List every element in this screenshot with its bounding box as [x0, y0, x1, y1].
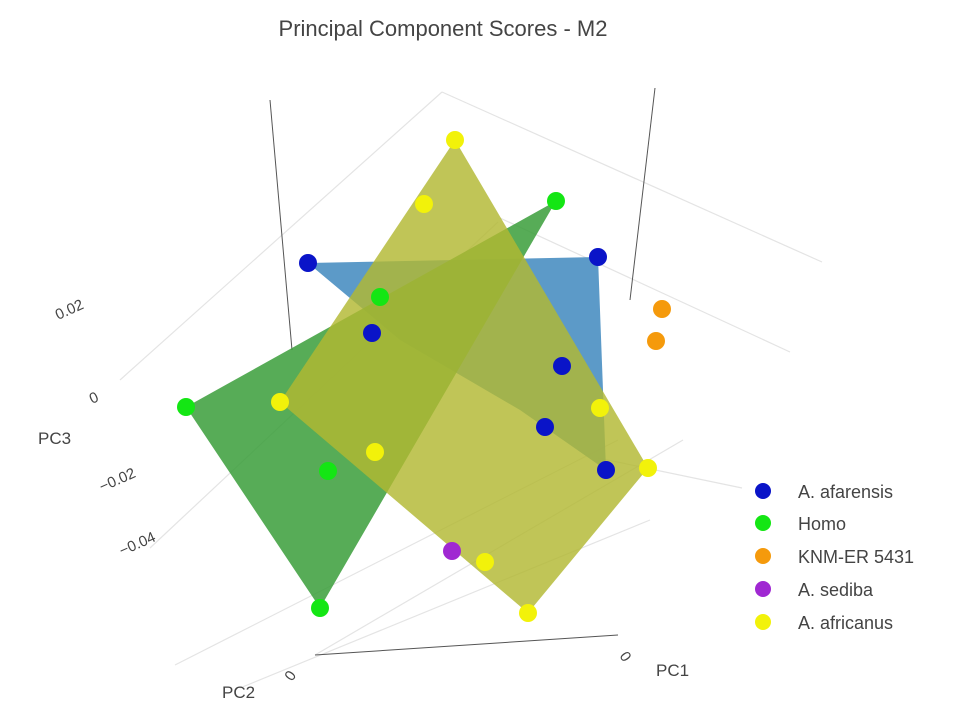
legend-label: A. afarensis	[798, 482, 893, 502]
legend-item-a-sediba[interactable]: A. sediba	[755, 580, 874, 600]
axis-line	[269, 99, 293, 351]
legend-item-homo[interactable]: Homo	[755, 514, 846, 534]
data-point-a-africanus[interactable]	[271, 393, 289, 411]
pc3-tick-label: 0.02	[53, 296, 87, 323]
legend-item-a-africanus[interactable]: A. africanus	[755, 613, 893, 633]
legend-label: A. sediba	[798, 580, 874, 600]
pc3-tick-label: −0.02	[97, 465, 139, 496]
legend-label: KNM-ER 5431	[798, 547, 914, 567]
legend-item-a-afarensis[interactable]: A. afarensis	[755, 482, 893, 502]
hull-surfaces	[186, 140, 648, 613]
pc3-axis-title: PC3	[38, 429, 71, 448]
gridline	[119, 91, 443, 381]
data-point-homo[interactable]	[319, 462, 337, 480]
data-point-a-africanus[interactable]	[476, 553, 494, 571]
data-point-a-afarensis[interactable]	[536, 418, 554, 436]
data-point-a-africanus[interactable]	[639, 459, 657, 477]
data-point-homo[interactable]	[311, 599, 329, 617]
legend-marker	[755, 548, 771, 564]
pc1-tick-label: 0	[616, 649, 635, 666]
data-point-a-africanus[interactable]	[519, 604, 537, 622]
data-point-a-afarensis[interactable]	[363, 324, 381, 342]
legend-item-knm-er-5431[interactable]: KNM-ER 5431	[755, 547, 914, 567]
scene-axis-lines	[269, 87, 656, 656]
chart-title: Principal Component Scores - M2	[279, 16, 608, 41]
data-point-a-afarensis[interactable]	[553, 357, 571, 375]
legend-marker	[755, 483, 771, 499]
gridline	[441, 91, 823, 263]
data-point-a-africanus[interactable]	[415, 195, 433, 213]
legend-label: A. africanus	[798, 613, 893, 633]
axis-line	[314, 634, 619, 656]
data-point-a-afarensis[interactable]	[589, 248, 607, 266]
data-point-a-africanus[interactable]	[591, 399, 609, 417]
data-points	[177, 131, 671, 622]
legend-marker	[755, 614, 771, 630]
data-point-homo[interactable]	[547, 192, 565, 210]
data-point-a-afarensis[interactable]	[299, 254, 317, 272]
pc3-tick-labels: 0.02 0 −0.02 −0.04	[53, 296, 159, 559]
data-point-homo[interactable]	[371, 288, 389, 306]
data-point-knm-er-5431[interactable]	[653, 300, 671, 318]
legend: A. afarensis Homo KNM-ER 5431 A. sediba …	[755, 482, 914, 633]
legend-marker	[755, 581, 771, 597]
data-point-a-sediba[interactable]	[443, 542, 461, 560]
pc1-axis-title: PC1	[656, 661, 689, 680]
pc2-tick-label: 0	[281, 668, 300, 685]
data-point-a-africanus[interactable]	[446, 131, 464, 149]
gridline	[499, 217, 791, 353]
pc3-tick-label: 0	[87, 389, 102, 408]
pc3-tick-label: −0.04	[117, 529, 159, 560]
pc2-axis-title: PC2	[222, 683, 255, 702]
axis-line	[629, 87, 656, 301]
hull-a-africanus	[280, 140, 648, 613]
legend-marker	[755, 515, 771, 531]
data-point-a-afarensis[interactable]	[597, 461, 615, 479]
data-point-homo[interactable]	[177, 398, 195, 416]
legend-label: Homo	[798, 514, 846, 534]
data-point-a-africanus[interactable]	[366, 443, 384, 461]
data-point-knm-er-5431[interactable]	[647, 332, 665, 350]
